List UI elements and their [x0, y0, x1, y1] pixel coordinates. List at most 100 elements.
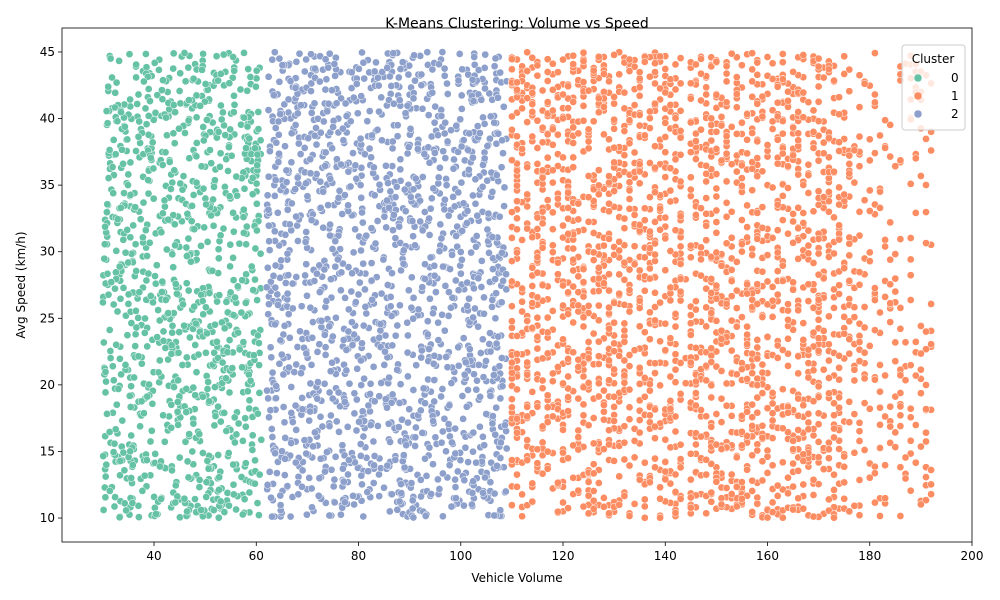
data-point	[184, 234, 193, 243]
data-point	[615, 246, 624, 255]
data-point	[543, 313, 552, 322]
data-point	[651, 369, 659, 377]
data-point	[174, 348, 183, 357]
data-point	[264, 221, 273, 230]
data-point	[830, 424, 838, 433]
data-point	[434, 336, 443, 344]
data-point	[458, 255, 466, 264]
data-point	[191, 495, 199, 503]
data-point	[753, 137, 762, 146]
data-point	[814, 296, 823, 304]
data-point	[896, 371, 905, 380]
data-point	[584, 193, 593, 202]
data-point	[358, 48, 366, 57]
data-point	[794, 369, 803, 378]
data-point	[528, 108, 537, 116]
data-point	[666, 283, 675, 292]
data-point	[168, 250, 177, 259]
data-point	[254, 125, 263, 133]
data-point	[407, 479, 416, 487]
data-point	[202, 303, 210, 312]
data-point	[922, 381, 930, 389]
data-point	[251, 456, 259, 465]
data-point	[225, 192, 234, 201]
data-point	[313, 394, 322, 403]
data-point	[461, 443, 470, 452]
data-point	[559, 55, 567, 64]
data-point	[404, 286, 413, 295]
data-point	[615, 472, 624, 481]
data-point	[554, 130, 562, 139]
data-point	[768, 125, 777, 133]
data-point	[175, 453, 184, 462]
data-point	[391, 456, 400, 464]
data-point	[239, 213, 248, 221]
data-point	[543, 391, 552, 400]
data-point	[164, 355, 172, 364]
data-point	[850, 410, 859, 418]
data-point	[702, 455, 711, 464]
data-point	[538, 138, 547, 147]
data-point	[676, 127, 685, 135]
data-point	[717, 418, 726, 426]
data-point	[307, 484, 316, 493]
data-point	[676, 463, 685, 472]
data-point	[738, 247, 746, 256]
data-point	[213, 297, 221, 306]
data-point	[113, 215, 122, 224]
data-point	[143, 456, 151, 464]
data-point	[153, 91, 162, 99]
data-point	[331, 262, 340, 271]
data-point	[164, 309, 173, 317]
data-point	[927, 300, 935, 308]
data-point	[523, 412, 532, 421]
data-point	[605, 207, 613, 216]
data-point	[444, 211, 453, 220]
data-point	[625, 195, 634, 203]
data-point	[814, 382, 823, 391]
data-point	[392, 182, 401, 191]
data-point	[223, 489, 232, 497]
data-point	[559, 90, 567, 99]
data-point	[569, 255, 578, 264]
data-point	[284, 95, 293, 104]
data-point	[773, 82, 782, 91]
data-point	[646, 107, 654, 116]
data-point	[467, 248, 475, 257]
data-point	[855, 71, 864, 80]
data-point	[574, 355, 583, 364]
data-point	[605, 356, 613, 365]
data-point	[276, 273, 284, 282]
data-point	[661, 173, 670, 181]
data-point	[513, 248, 521, 257]
data-point	[789, 217, 797, 226]
data-point	[463, 207, 472, 215]
data-point	[396, 380, 405, 389]
data-point	[420, 150, 429, 159]
data-point	[117, 370, 125, 379]
data-point	[448, 438, 456, 447]
data-point	[287, 129, 296, 138]
data-point	[548, 248, 557, 257]
data-point	[389, 226, 397, 235]
data-point	[256, 249, 265, 258]
data-point	[451, 475, 459, 484]
data-point	[141, 104, 150, 113]
data-point	[356, 452, 365, 460]
data-point	[222, 298, 231, 306]
data-point	[620, 338, 629, 346]
data-point	[158, 86, 166, 94]
data-point	[476, 129, 484, 137]
data-point	[814, 187, 823, 196]
data-point	[635, 322, 644, 331]
data-point	[574, 486, 583, 495]
data-point	[533, 293, 542, 302]
data-point	[605, 77, 613, 86]
data-point	[388, 269, 396, 278]
data-point	[470, 284, 478, 293]
data-point	[483, 225, 492, 234]
data-point	[445, 401, 454, 410]
data-point	[738, 118, 746, 127]
data-point	[743, 223, 751, 231]
data-point	[216, 417, 225, 426]
